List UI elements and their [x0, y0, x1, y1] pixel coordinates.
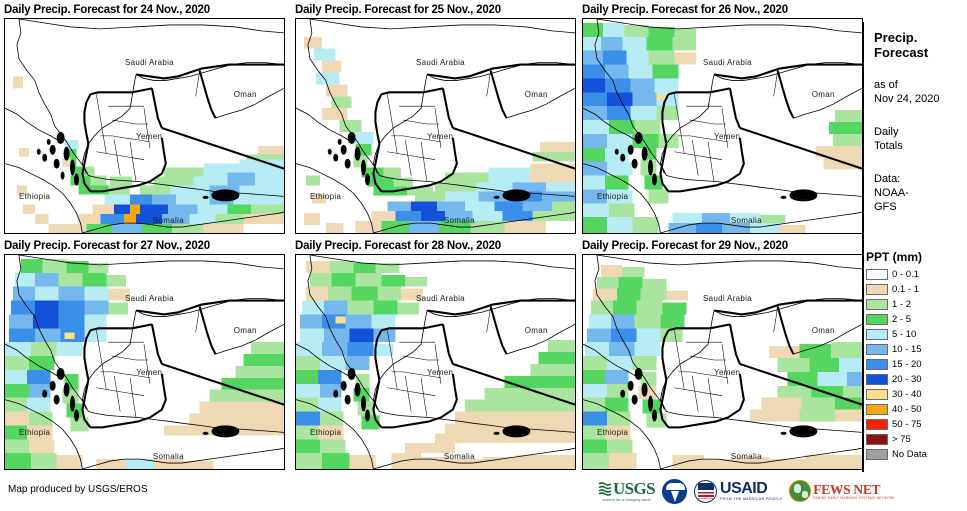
legend-swatch [866, 329, 888, 340]
legend-label: 40 - 50 [892, 404, 922, 415]
panel-title: Daily Precip. Forecast for 27 Nov., 2020 [4, 240, 210, 252]
fewsnet-logo-tagline: FAMINE EARLY WARNING SYSTEMS NETWORK [813, 495, 895, 500]
legend-item: 0 - 0.1 [866, 267, 967, 282]
legend-item: 1 - 2 [866, 297, 967, 312]
panel-title: Daily Precip. Forecast for 26 Nov., 2020 [582, 4, 788, 16]
map-frame[interactable]: Saudi Arabia Oman Yemen Ethiopia Somalia [582, 18, 863, 234]
panel-title: Daily Precip. Forecast for 29 Nov., 2020 [582, 240, 788, 252]
legend-item: 5 - 10 [866, 327, 967, 342]
usgs-logo[interactable]: USGS science for a changing world [598, 476, 656, 506]
legend-item: 10 - 15 [866, 342, 967, 357]
legend-item: 2 - 5 [866, 312, 967, 327]
map-frame[interactable]: Saudi Arabia Oman Yemen Ethiopia Somalia [295, 254, 576, 470]
legend-label: 50 - 75 [892, 419, 922, 430]
legend-label: 5 - 10 [892, 329, 917, 340]
usaid-logo-text: USAID [720, 480, 768, 497]
legend-swatch [866, 419, 888, 430]
sidebar-data-line2: NOAA- [874, 187, 909, 199]
sidebar-data-line1: Data: [874, 173, 901, 185]
legend-label: 2 - 5 [892, 314, 912, 325]
agency-logos: USGS science for a changing world USAID … [598, 476, 895, 506]
legend-swatch [866, 284, 888, 295]
map-raster [296, 255, 575, 469]
precipitation-legend: PPT (mm) 0 - 0.1 0.1 - 1 1 - 2 2 - 5 5 - 10 1… [866, 250, 967, 462]
legend-label: 20 - 30 [892, 374, 922, 385]
legend-swatch [866, 299, 888, 310]
map-frame[interactable]: Saudi Arabia Oman Yemen Ethiopia Somalia [582, 254, 863, 470]
map-credit: Map produced by USGS/EROS [8, 484, 148, 495]
legend-label: 10 - 15 [892, 344, 922, 355]
panel-title: Daily Precip. Forecast for 28 Nov., 2020 [295, 240, 501, 252]
map-panel-1[interactable]: Daily Precip. Forecast for 24 Nov., 2020 [4, 2, 287, 234]
map-panel-3[interactable]: Daily Precip. Forecast for 26 Nov., 2020 [582, 2, 865, 234]
legend-item: 50 - 75 [866, 417, 967, 432]
panel-title: Daily Precip. Forecast for 25 Nov., 2020 [295, 4, 501, 16]
sidebar-asof-line2: Nov 24, 2020 [874, 93, 940, 105]
sidebar-info: Precip. Forecast as of Nov 24, 2020 Dail… [866, 0, 967, 511]
legend-swatch [866, 374, 888, 385]
legend-item: 20 - 30 [866, 372, 967, 387]
usaid-logo-tagline: FROM THE AMERICAN PEOPLE [720, 497, 783, 501]
legend-swatch [866, 359, 888, 370]
legend-title: PPT (mm) [866, 250, 923, 264]
usaid-logo[interactable]: USAID FROM THE AMERICAN PEOPLE [694, 476, 782, 506]
map-panel-6[interactable]: Daily Precip. Forecast for 29 Nov., 2020 [582, 238, 865, 470]
legend-swatch [866, 389, 888, 400]
sidebar-divider [862, 22, 864, 472]
legend-item: 30 - 40 [866, 387, 967, 402]
legend-swatch [866, 314, 888, 325]
legend-swatch [866, 269, 888, 280]
legend-item: No Data [866, 447, 967, 462]
legend-label: 0 - 0.1 [892, 269, 919, 280]
legend-item: 0.1 - 1 [866, 282, 967, 297]
map-raster [296, 19, 575, 233]
legend-swatch [866, 449, 888, 460]
map-raster [5, 19, 284, 233]
legend-label: 15 - 20 [892, 359, 922, 370]
usgs-logo-tagline: science for a changing world [602, 498, 651, 502]
sidebar-data-line3: GFS [874, 201, 897, 213]
usgs-wave-icon [598, 482, 612, 496]
legend-swatch [866, 344, 888, 355]
legend-item: > 75 [866, 432, 967, 447]
fewsnet-logo-text: FEWS NET [813, 481, 881, 497]
legend-swatch [866, 404, 888, 415]
legend-rows: 0 - 0.1 0.1 - 1 1 - 2 2 - 5 5 - 10 10 - 15 15 … [866, 267, 967, 462]
sidebar-title-line2: Forecast [874, 45, 929, 60]
map-raster [583, 19, 862, 233]
usgs-logo-text: USGS [613, 479, 656, 498]
sidebar-asof-line1: as of [874, 79, 898, 91]
legend-item: 40 - 50 [866, 402, 967, 417]
map-raster [583, 255, 862, 469]
legend-item: 15 - 20 [866, 357, 967, 372]
sidebar-period-line1: Daily [874, 126, 899, 138]
noaa-logo[interactable] [662, 476, 688, 506]
noaa-seal-icon [662, 478, 688, 504]
usgs-logo-mark: USGS [598, 479, 656, 498]
map-frame[interactable]: Saudi Arabia Oman Yemen Ethiopia Somalia [295, 18, 576, 234]
fewsnet-logo[interactable]: FEWS NET FAMINE EARLY WARNING SYSTEMS NE… [789, 476, 894, 506]
sidebar-title-line1: Precip. [874, 30, 918, 45]
usaid-seal-icon [694, 479, 718, 503]
fewsnet-globe-icon [789, 480, 812, 502]
legend-label: 1 - 2 [892, 299, 912, 310]
map-panel-4[interactable]: Daily Precip. Forecast for 27 Nov., 2020 [4, 238, 287, 470]
panel-title: Daily Precip. Forecast for 24 Nov., 2020 [4, 4, 210, 16]
legend-label: 30 - 40 [892, 389, 922, 400]
map-panel-5[interactable]: Daily Precip. Forecast for 28 Nov., 2020 [295, 238, 578, 470]
map-frame[interactable]: Saudi Arabia Oman Yemen Ethiopia Somalia [4, 18, 285, 234]
map-panel-2[interactable]: Daily Precip. Forecast for 25 Nov., 2020 [295, 2, 578, 234]
legend-label: No Data [892, 449, 927, 460]
legend-swatch [866, 434, 888, 445]
map-frame[interactable]: Saudi Arabia Oman Yemen Ethiopia Somalia [4, 254, 285, 470]
map-raster [5, 255, 284, 469]
legend-label: 0.1 - 1 [892, 284, 919, 295]
sidebar-period-line2: Totals [874, 140, 903, 152]
legend-label: > 75 [892, 434, 911, 445]
